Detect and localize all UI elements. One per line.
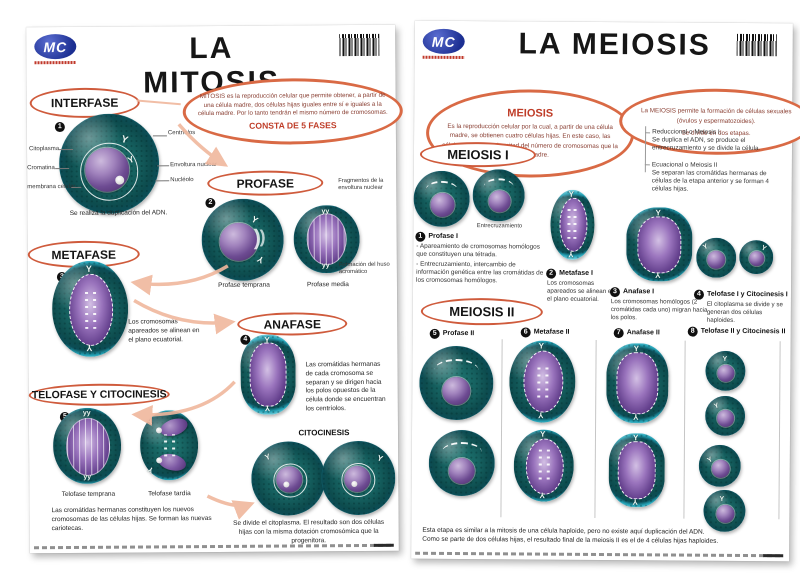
- profase2-title: Profase II: [442, 329, 475, 338]
- anaphase2-cell-illustration: Y Y: [608, 433, 666, 508]
- telophase1-cell-illustration: Y: [696, 237, 737, 278]
- profase1-title: Profase I: [428, 232, 458, 240]
- section-heading-meiosis-1: MEIOSIS I: [419, 141, 537, 168]
- label-centriolos: Centríolos: [167, 130, 196, 137]
- anafase2-title: Anafase II: [626, 329, 660, 337]
- copyright-fineprint: [33, 543, 394, 550]
- label-membrana-celular: membrana celular: [27, 183, 76, 191]
- metafase1-desc: Los cromosomas apareados se alinean en e…: [546, 279, 615, 303]
- meiosis-intro-heading: MEIOSIS: [507, 107, 554, 120]
- publisher-logo-icon: MC: [34, 33, 77, 60]
- daughter-cell-illustration: Y: [251, 441, 326, 516]
- interfase-caption: Se realiza la duplicación del ADN.: [69, 209, 168, 217]
- profase1-line1: - Apareamiento de cromosomas homólogos q…: [416, 242, 540, 259]
- mitosis-poster: MC LA MITOSIS MITOSIS es la reproducción…: [26, 24, 403, 554]
- column-divider: [500, 339, 503, 518]
- telofase2-title: Telofase II y Citocinesis II: [700, 327, 786, 336]
- telophase2-cell-illustration: Y: [704, 395, 746, 437]
- label-nucleolo: Nucléolo: [170, 177, 194, 184]
- early-telophase-cell-illustration: yy yy: [52, 407, 122, 485]
- telofase-caption: Las cromátidas hermanas constituyen los …: [51, 506, 212, 532]
- metaphase2-cell-illustration: Y Y: [513, 429, 575, 502]
- label-envoltura-nuclear: Envoltura nuclear: [170, 161, 217, 169]
- metaphase-cell-illustration: Y Y: [51, 260, 129, 358]
- label-cromatina: Cromatina: [27, 165, 55, 172]
- publisher-logo-icon: MC: [422, 28, 465, 55]
- meiosis2-footer-line2: Como se parte de dos células hijas, el r…: [422, 535, 719, 545]
- citocinesis-heading: CITOCINESIS: [298, 428, 350, 438]
- stage-number-2: 2: [205, 197, 216, 209]
- entrecruzamiento-label: Entrecruzamiento: [476, 223, 523, 230]
- etapa-reduccional: Reduccional o Meiosis I. Se duplica el A…: [652, 128, 788, 153]
- telophase1-cell-illustration: Y: [739, 239, 774, 275]
- column-divider: [778, 341, 781, 520]
- publisher-logo-tagline: [422, 55, 465, 60]
- mitosis-intro-bubble: MITOSIS es la reproducción celular que p…: [182, 77, 403, 146]
- late-telophase-cell-illustration: Y Y: [139, 410, 199, 481]
- late-telophase-caption: Telofase tardía: [148, 490, 191, 498]
- prophase1-crossover-cell-illustration: [472, 169, 525, 222]
- label-citoplasma: Citoplasma: [28, 146, 60, 153]
- barcode-icon: [736, 33, 777, 57]
- stage-heading-profase: PROFASE: [207, 170, 324, 197]
- metafase2-title: Metafase II: [533, 328, 570, 336]
- early-prophase-caption: Profase temprana: [218, 281, 270, 289]
- meiosis-poster: MC LA MEIOSIS MEIOSIS Es la reproducción…: [411, 20, 800, 562]
- etapa-ecuacional-desc: Se separan las cromátidas hermanas de cé…: [651, 169, 770, 193]
- etapa-ecuacional: Ecuacional o Meiosis II Se separan las c…: [652, 161, 788, 194]
- stage-heading-anafase: ANAFASE: [237, 312, 348, 336]
- stage-number-anafase1: 3: [609, 287, 621, 298]
- publisher-logo-tagline: [34, 60, 77, 65]
- mid-prophase-caption: Profase media: [306, 281, 349, 289]
- column-divider: [683, 340, 686, 519]
- prophase2-cell-illustration: [419, 345, 494, 421]
- anafase1-title: Anafase I: [622, 288, 655, 296]
- stage-heading-interfase: INTERFASE: [29, 87, 140, 119]
- label-fragmentos-envoltura: Fragmentos de la envoltura nuclear: [338, 177, 384, 192]
- meiosis-note-text: La MEIOSIS permite la formación de célul…: [640, 107, 792, 125]
- mitosis-intro-subtitle: CONSTA DE 5 FASES: [249, 120, 337, 131]
- copyright-fineprint: [415, 551, 784, 558]
- early-prophase-cell-illustration: Y Y ) ): [201, 198, 284, 282]
- telophase2-cell-illustration: Y: [698, 444, 741, 487]
- anaphase2-cell-illustration: Y Y: [606, 343, 669, 424]
- etapa-reduccional-desc: Se duplica el ADN, se produce el entrecr…: [651, 136, 761, 153]
- metafase1-title: Metafase I: [559, 269, 594, 277]
- stage-number-metafase2: 6: [520, 327, 531, 338]
- interphase-cell-illustration: Y Y: [58, 113, 160, 215]
- centriole-mark: Y: [119, 133, 130, 147]
- column-divider: [594, 339, 597, 518]
- anaphase1-cell-illustration: Y Y: [626, 207, 693, 282]
- anafase-caption: Las cromátidas hermanas de cada cromosom…: [305, 360, 386, 413]
- telofase1-title: Telofase I y Citocinesis I: [706, 290, 788, 299]
- mitosis-intro-text: MITOSIS es la reproducción celular que p…: [197, 91, 388, 118]
- label-huso-acromatico: Formación del huso acromático: [338, 261, 390, 276]
- poster-title-meiosis: LA MEIOSIS: [518, 27, 711, 62]
- metaphase2-cell-illustration: Y Y: [509, 340, 576, 423]
- prophase2-cell-illustration: [428, 429, 496, 497]
- section-heading-meiosis-2: MEIOSIS II: [420, 297, 543, 326]
- stage-number-anafase2: 7: [613, 328, 624, 339]
- stage-number-profase2: 5: [429, 328, 440, 339]
- telofase1-desc: El citoplasma se divide y se generan dos…: [706, 300, 783, 324]
- metafase-caption: Los cromosomas apareados se alinean en e…: [128, 318, 200, 344]
- stage-number-1: 1: [54, 122, 65, 133]
- prophase1-cell-illustration: [413, 170, 470, 228]
- profase1-line2: - Entrecruzamiento, intercambio de infor…: [416, 260, 544, 285]
- stage-number-metafase1: 2: [546, 268, 557, 279]
- stage-number-telofase2: 8: [687, 326, 698, 337]
- early-telophase-caption: Telofase temprana: [61, 490, 116, 499]
- citocinesis-caption: Se divide el citoplasma. El resultado so…: [233, 518, 385, 544]
- stage-heading-telofase: TELOFASE Y CITOCINESIS: [28, 383, 170, 407]
- barcode-icon: [339, 33, 380, 57]
- metaphase1-cell-illustration: Y Y: [550, 189, 595, 260]
- telophase2-cell-illustration: Y: [705, 350, 746, 392]
- anafase1-desc: Los cromosomas homólogos (2 cromátidas c…: [610, 298, 708, 321]
- anaphase-cell-illustration: Y Y: [240, 334, 296, 415]
- telophase2-cell-illustration: Y: [703, 489, 746, 533]
- stage-number-telofase1: 4: [693, 289, 705, 300]
- stage-number-profase1: 1: [415, 231, 426, 242]
- daughter-cell-illustration: Y: [321, 440, 396, 516]
